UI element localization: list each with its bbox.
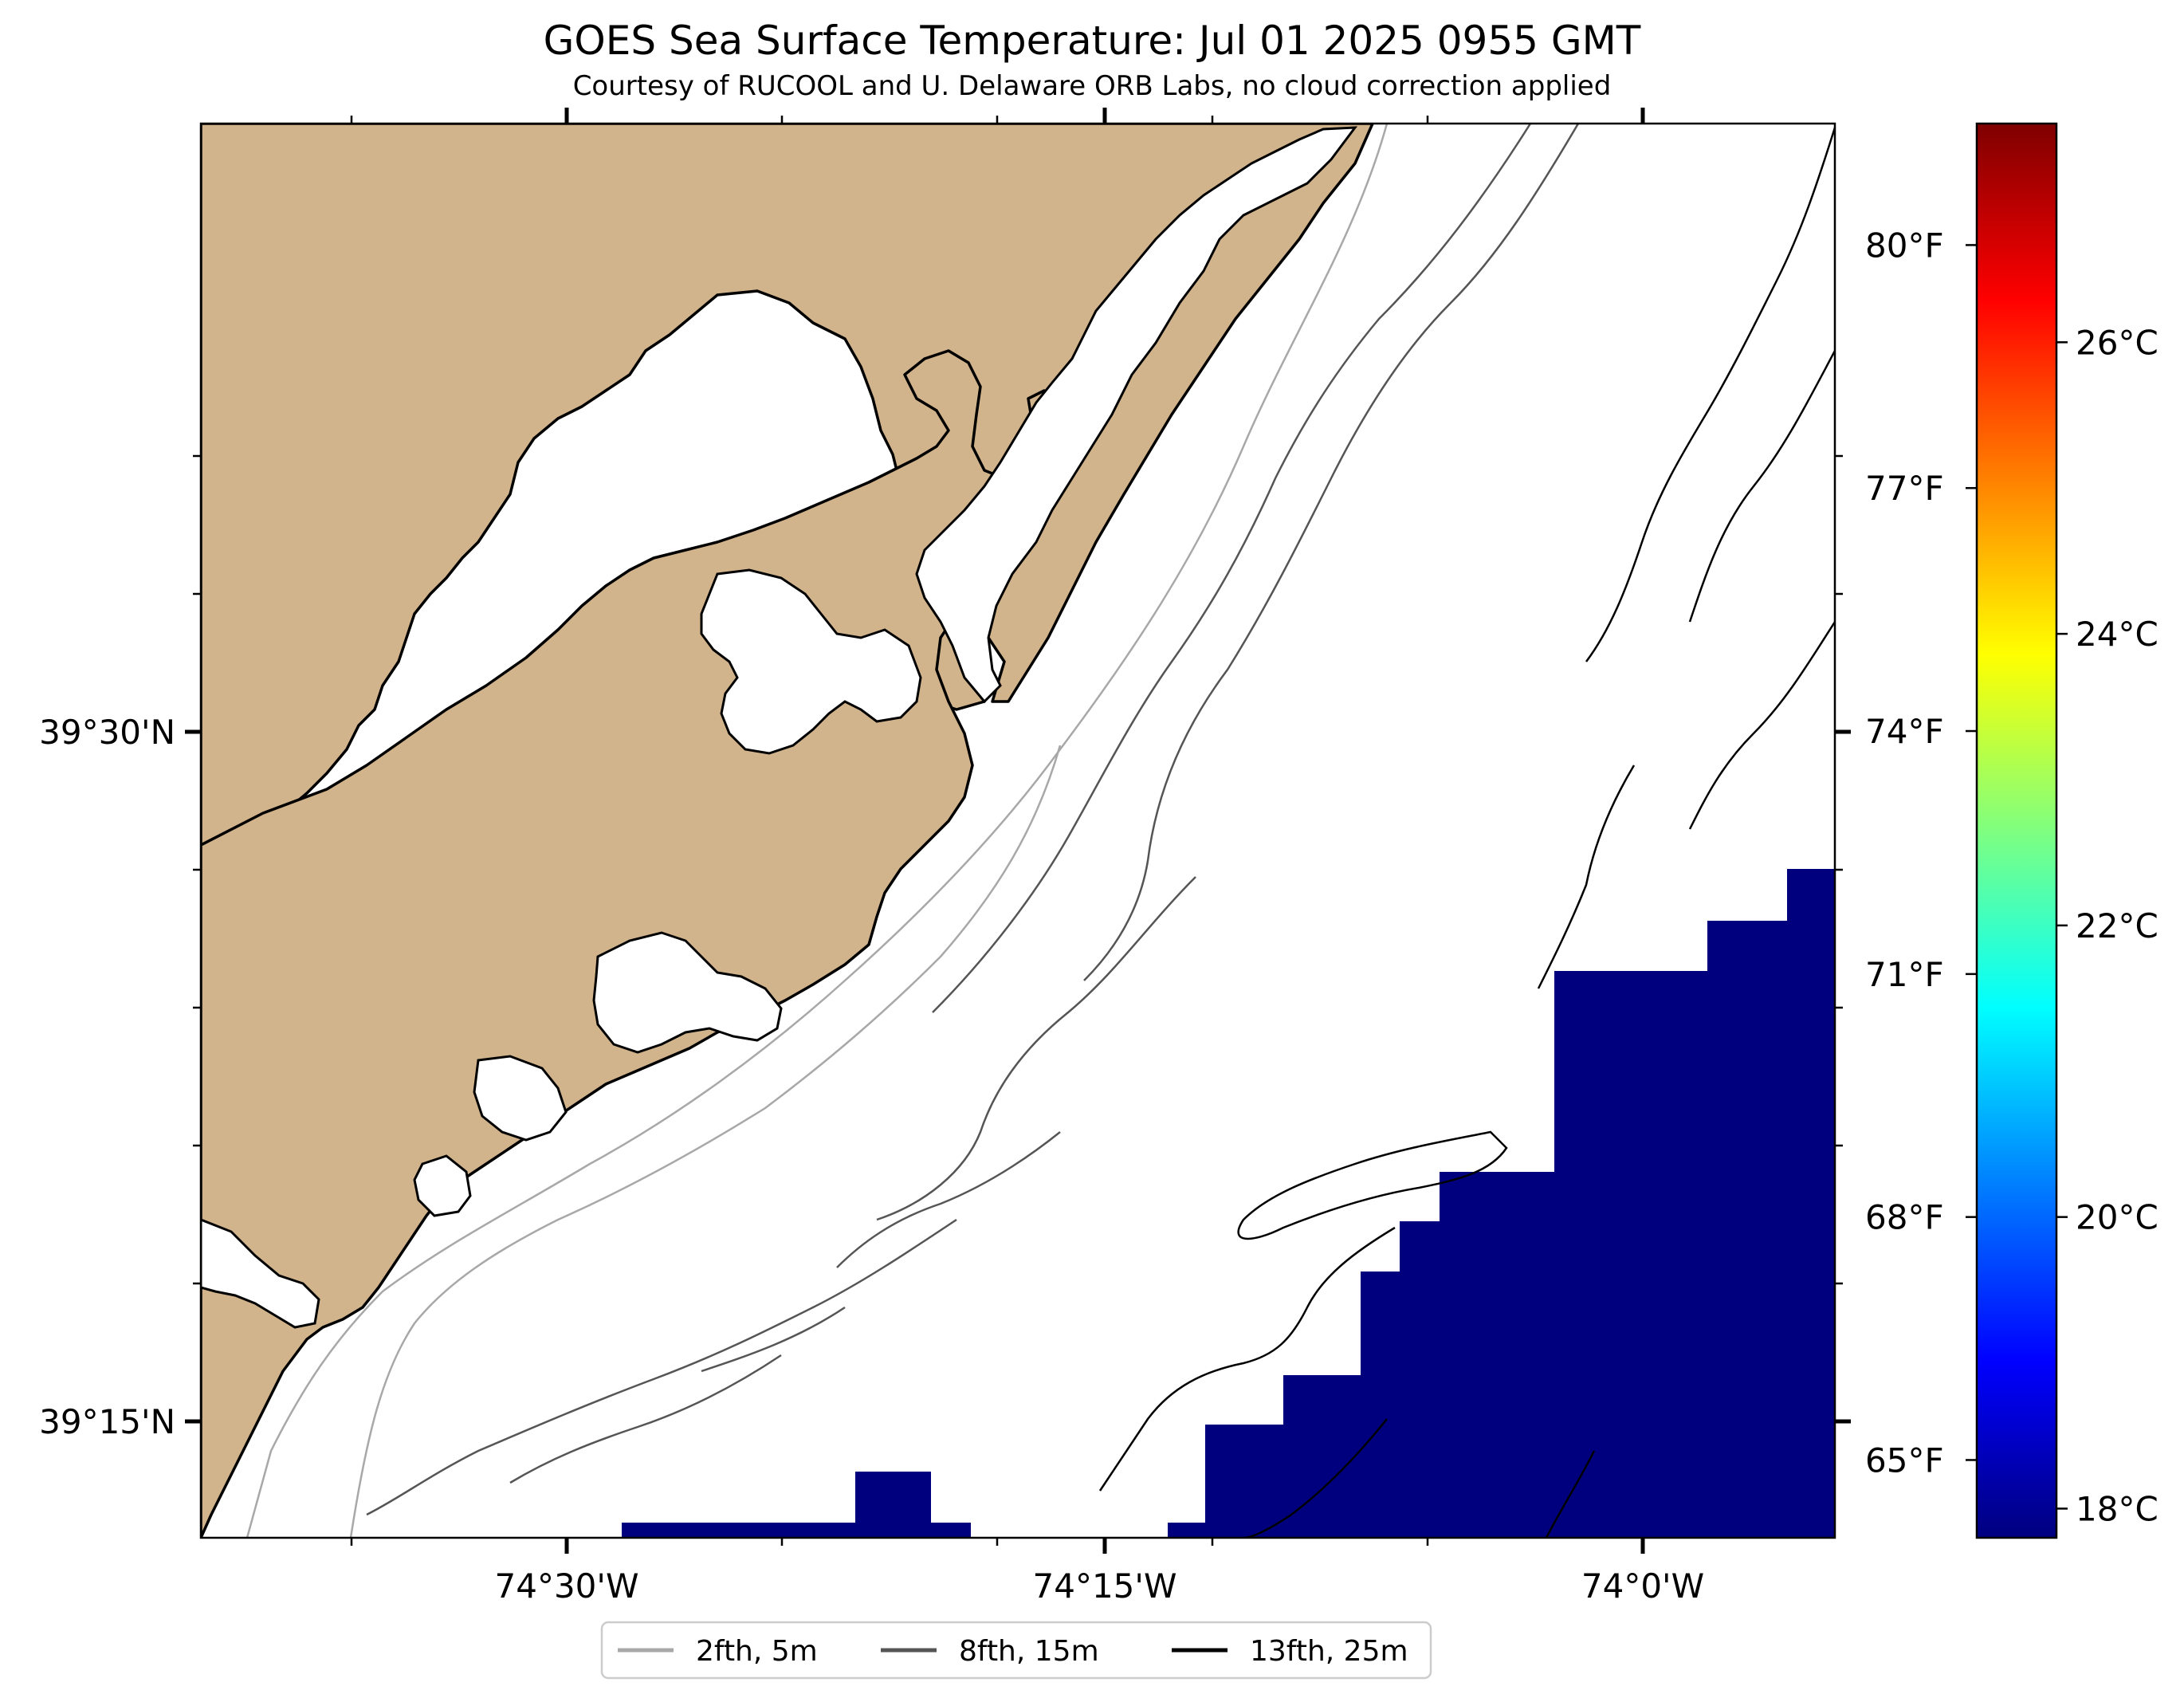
figure-title: GOES Sea Surface Temperature: Jul 01 202… bbox=[543, 18, 1641, 64]
lagoon-water-south bbox=[201, 1055, 568, 1329]
figure-subtitle: Courtesy of RUCOOL and U. Delaware ORB L… bbox=[572, 70, 1612, 102]
x-tick-label: 74°15'W bbox=[1033, 1566, 1177, 1606]
y-tick-label: 39°30'N bbox=[39, 713, 175, 752]
y-ticks: 39°30'N 39°15'N bbox=[39, 454, 1851, 1441]
back-bay-water bbox=[915, 126, 1358, 704]
sst-patch-nearshore bbox=[622, 1472, 971, 1538]
sst-patch-offshore bbox=[1168, 869, 1835, 1538]
legend: 2fth, 5m 8fth, 15m 13fth, 25m bbox=[600, 1621, 1432, 1680]
isobath-15m bbox=[366, 124, 1580, 1516]
fahrenheit-tick-label: 74°F bbox=[1865, 712, 1944, 751]
fahrenheit-tick-label: 77°F bbox=[1865, 469, 1944, 508]
isobath-25m bbox=[1098, 127, 1835, 1538]
celsius-tick-label: 22°C bbox=[2076, 906, 2158, 945]
x-tick-label: 74°0'W bbox=[1581, 1566, 1704, 1606]
celsius-tick-label: 24°C bbox=[2076, 615, 2158, 654]
y-tick-label: 39°15'N bbox=[39, 1402, 175, 1441]
fahrenheit-tick-label: 65°F bbox=[1865, 1441, 1944, 1480]
great-bay-water bbox=[700, 568, 922, 755]
x-ticks: 74°30'W 74°15'W 74°0'W bbox=[350, 108, 1704, 1606]
fahrenheit-tick-label: 80°F bbox=[1865, 226, 1944, 265]
fahrenheit-tick-label: 71°F bbox=[1865, 955, 1944, 994]
celsius-tick-label: 20°C bbox=[2076, 1198, 2158, 1237]
fahrenheit-tick-label: 68°F bbox=[1865, 1198, 1944, 1237]
colorbar-gradient bbox=[1975, 122, 2058, 1539]
colorbar-fahrenheit-ticks: 65°F 68°F 71°F 74°F 77°F 80°F bbox=[1865, 226, 1977, 1480]
legend-box bbox=[600, 1621, 1432, 1680]
colorbar: 18°C 20°C 22°C 24°C 26°C 65°F 68°F 71°F 74°F 77°… bbox=[1865, 122, 2158, 1539]
map-panel bbox=[201, 124, 1835, 1538]
legend-label: 8fth, 15m bbox=[959, 1635, 1099, 1668]
colorbar-celsius-ticks: 18°C 20°C 22°C 24°C 26°C bbox=[2056, 323, 2158, 1528]
x-tick-label: 74°30'W bbox=[495, 1566, 639, 1606]
map-frame bbox=[199, 122, 1836, 1539]
legend-label: 13fth, 25m bbox=[1250, 1635, 1408, 1668]
legend-label: 2fth, 5m bbox=[696, 1635, 818, 1668]
isobath-5m bbox=[246, 124, 1389, 1538]
celsius-tick-label: 26°C bbox=[2076, 323, 2158, 362]
lagoon-water-mid bbox=[592, 931, 783, 1054]
celsius-tick-label: 18°C bbox=[2076, 1489, 2158, 1528]
